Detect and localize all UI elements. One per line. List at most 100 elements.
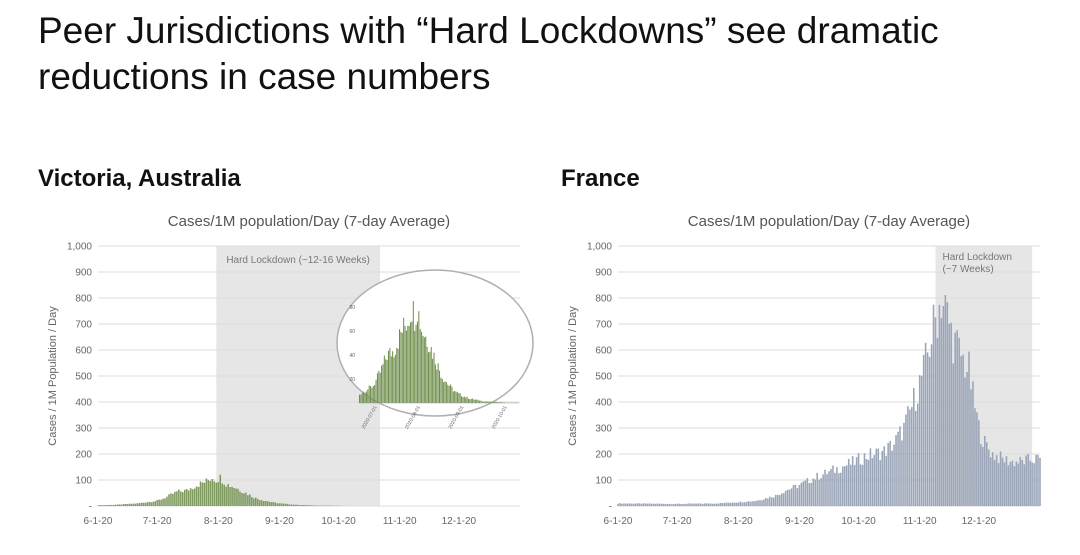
inset-bar	[397, 348, 399, 403]
bar	[310, 505, 312, 506]
bar	[995, 455, 998, 506]
inset-bar	[426, 346, 428, 403]
y-tick-label: 300	[595, 424, 612, 435]
bar	[274, 502, 277, 506]
inset-bar	[383, 355, 385, 403]
y-tick-label: 200	[595, 450, 612, 461]
inset-bar	[421, 331, 423, 403]
bar	[138, 503, 141, 506]
bar	[292, 504, 295, 506]
bar	[721, 502, 724, 506]
bar	[694, 503, 696, 506]
inset-bar	[470, 398, 472, 403]
bar	[300, 505, 302, 506]
bar	[692, 503, 694, 506]
bar	[625, 503, 627, 506]
bar	[670, 504, 673, 506]
bar	[705, 503, 708, 506]
inset-bar	[390, 356, 392, 403]
bar	[702, 503, 704, 506]
x-tick-label: 10-1-20	[841, 516, 876, 527]
bar	[231, 486, 233, 506]
inset-bar	[480, 400, 482, 403]
bar	[118, 504, 121, 506]
inset-bar	[474, 399, 476, 403]
bar	[784, 490, 787, 506]
inset-bar	[404, 326, 406, 403]
bar	[205, 478, 208, 506]
x-tick-label: 8-1-20	[724, 516, 753, 527]
bar	[778, 495, 781, 506]
bar	[134, 503, 137, 506]
bar	[225, 486, 227, 506]
y-tick-label: 400	[75, 398, 92, 409]
inset-bar	[439, 370, 441, 403]
bar	[676, 503, 678, 506]
inset-bar	[436, 369, 438, 403]
bar	[1003, 462, 1006, 506]
bar	[928, 356, 931, 506]
bar	[997, 463, 1000, 506]
bar	[229, 487, 231, 506]
bar	[241, 493, 243, 506]
bar	[922, 354, 925, 506]
inset-bar	[483, 401, 485, 403]
bar	[632, 503, 635, 506]
bar	[1011, 460, 1014, 506]
inset-bar	[443, 382, 445, 403]
bar	[140, 502, 143, 506]
inset-bar	[469, 399, 471, 403]
inset-bar	[490, 401, 492, 403]
bar	[887, 442, 889, 506]
bar	[867, 459, 870, 506]
bar	[987, 449, 990, 506]
bar	[972, 381, 974, 506]
y-tick-label: 200	[75, 450, 92, 461]
bar	[751, 501, 753, 506]
inset-bar	[364, 392, 366, 403]
inset-bar	[401, 333, 403, 403]
inset-bar	[455, 391, 457, 403]
bar	[700, 503, 702, 506]
bar	[191, 489, 194, 506]
bar	[1035, 454, 1037, 506]
y-tick-label: -	[609, 502, 612, 513]
bar	[763, 499, 765, 506]
bar	[731, 502, 734, 506]
bar	[640, 503, 643, 506]
bar	[308, 505, 310, 506]
bar	[804, 480, 807, 506]
bar	[254, 497, 257, 506]
bar	[646, 503, 649, 506]
bar	[893, 444, 895, 506]
bar	[154, 501, 156, 506]
inset-bar	[393, 357, 395, 403]
bar	[739, 501, 742, 506]
bar	[243, 493, 245, 506]
inset-bar	[467, 398, 469, 403]
inset-bar	[477, 399, 479, 403]
inset-bar	[488, 401, 490, 403]
bar	[619, 503, 621, 506]
bar	[136, 503, 139, 506]
bar	[889, 440, 891, 506]
x-tick-label: 7-1-20	[663, 516, 692, 527]
bar	[735, 502, 738, 506]
bar	[270, 502, 273, 506]
bar	[120, 504, 123, 506]
bar	[836, 467, 838, 506]
bar	[802, 481, 805, 506]
inset-bar	[365, 391, 367, 403]
bar	[1015, 461, 1018, 506]
bar	[130, 503, 133, 506]
chart-title: Cases/1M population/Day (7-day Average)	[168, 213, 450, 230]
inset-bar	[370, 386, 372, 403]
inset-bar	[427, 352, 429, 403]
bar	[101, 505, 103, 506]
inset-bar	[441, 378, 443, 403]
bar	[158, 499, 160, 506]
inset-y-tick-label: 60	[349, 329, 355, 335]
bar	[993, 459, 996, 506]
y-tick-label: 700	[75, 320, 92, 331]
bar	[629, 503, 631, 506]
